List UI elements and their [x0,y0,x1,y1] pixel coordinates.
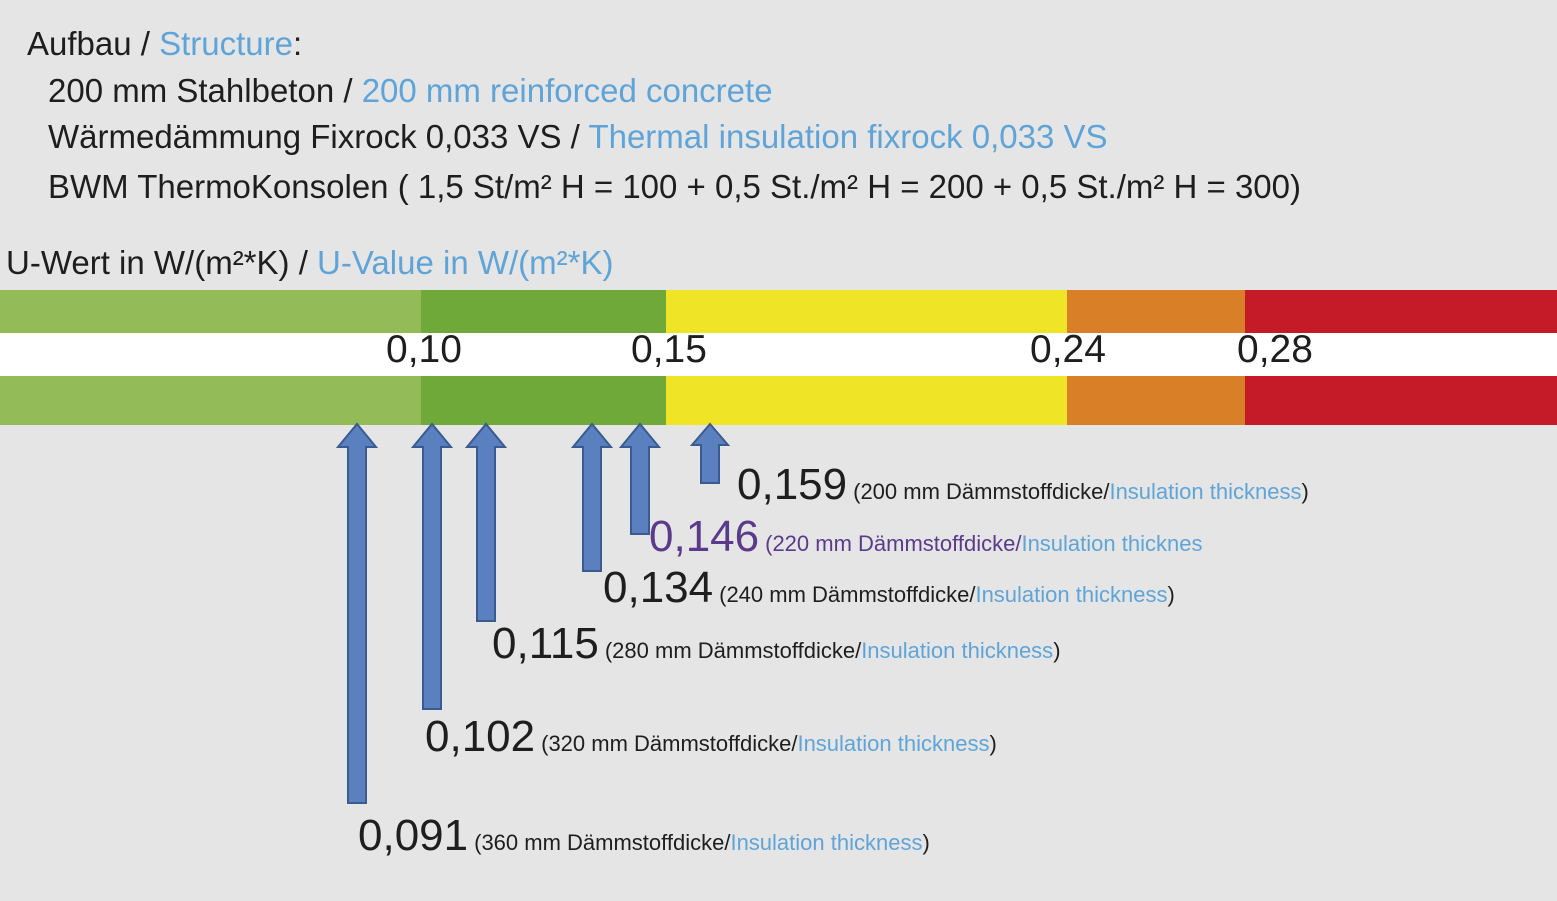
band-segment-orange [1067,376,1245,425]
thickness-de: 360 mm Dämmstoffdicke/ [481,830,731,855]
thickness-en: Insulation thicknes [1021,531,1203,556]
u-value-heading: U-Wert in W/(m²*K) / U-Value in W/(m²*K) [6,243,613,283]
title-de: Aufbau / [27,25,150,62]
band-segment-green [421,290,666,333]
thickness-en: Insulation thickness [797,731,990,756]
thickness-en: Insulation thickness [975,582,1168,607]
structure-line-concrete-en: 200 mm reinforced concrete [361,72,773,109]
arrow-up-icon [689,422,731,484]
u-value: 0,159 [737,460,848,509]
value-annotation: 0,159 (200 mm Dämmstoffdicke/Insulation t… [737,460,1309,510]
band-segment-orange [1067,290,1245,333]
paren-open: ( [604,638,613,663]
arrow-up-icon [464,422,508,622]
title-colon: : [293,25,303,62]
structure-line-insulation: Wärmedämmung Fixrock 0,033 VS / Thermal … [48,117,1108,157]
u-value-heading-en: U-Value in W/(m²*K) [317,244,614,281]
paren-open: ( [765,531,773,556]
thickness-de: 320 mm Dämmstoffdicke/ [548,731,798,756]
structure-line-consoles-de: BWM ThermoKonsolen ( 1,5 St/m² H = 100 +… [48,168,1302,205]
value-annotation: 0,146 (220 mm Dämmstoffdicke/Insulation t… [649,512,1202,562]
thickness-de: 240 mm Dämmstoffdicke/ [726,582,976,607]
structure-line-concrete: 200 mm Stahlbeton / 200 mm reinforced co… [48,71,773,111]
arrow-up-icon [570,422,614,572]
structure-title: Aufbau / Structure: [27,24,302,64]
band-segment-light-green [0,290,421,333]
scale-tick-strip [0,333,1557,376]
arrow-up-icon [618,422,662,535]
arrow-up-icon [410,422,454,710]
paren-open: ( [474,830,482,855]
thickness-de: 200 mm Dämmstoffdicke/ [860,479,1110,504]
paren-close: ) [989,731,997,756]
structure-line-insulation-de: Wärmedämmung Fixrock 0,033 VS / [48,118,580,155]
arrow-up-icon [335,422,379,804]
paren-close: ) [1301,479,1309,504]
thickness-de: 280 mm Dämmstoffdicke/ [612,638,862,663]
value-annotation: 0,134 (240 mm Dämmstoffdicke/Insulation t… [603,563,1175,613]
paren-open: ( [853,479,861,504]
thickness-en: Insulation thickness [730,830,923,855]
u-value-heading-de: U-Wert in W/(m²*K) / [6,244,308,281]
thickness-de: 220 mm Dämmstoffdicke/ [772,531,1022,556]
scale-band-bottom [0,376,1557,425]
value-annotation: 0,102 (320 mm Dämmstoffdicke/Insulation t… [425,712,997,762]
band-segment-red [1245,290,1557,333]
tick-label: 0,24 [1030,328,1106,371]
tick-label: 0,15 [631,328,707,371]
tick-label: 0,28 [1237,328,1313,371]
paren-close: ) [1053,638,1061,663]
tick-label: 0,10 [386,328,462,371]
u-value: 0,091 [358,811,469,860]
u-value: 0,146 [649,512,760,561]
u-value: 0,102 [425,712,536,761]
paren-open: ( [541,731,549,756]
structure-line-consoles: BWM ThermoKonsolen ( 1,5 St/m² H = 100 +… [48,167,1301,207]
band-segment-red [1245,376,1557,425]
thickness-en: Insulation thickness [861,638,1054,663]
value-annotation: 0,115 (280 mm Dämmstoffdicke/Insulation t… [492,619,1061,669]
paren-open: ( [719,582,727,607]
band-segment-light-green [0,376,421,425]
structure-line-concrete-de: 200 mm Stahlbeton / [48,72,353,109]
paren-close: ) [922,830,930,855]
scale-band-top [0,290,1557,333]
structure-line-insulation-en: Thermal insulation fixrock 0,033 VS [588,118,1108,155]
u-value: 0,134 [603,563,714,612]
band-segment-green [421,376,666,425]
value-annotation: 0,091 (360 mm Dämmstoffdicke/Insulation t… [358,811,930,861]
u-value: 0,115 [492,619,599,668]
thickness-en: Insulation thickness [1109,479,1302,504]
band-segment-yellow [666,376,1067,425]
paren-close: ) [1167,582,1175,607]
title-en: Structure [159,25,293,62]
band-segment-yellow [666,290,1067,333]
